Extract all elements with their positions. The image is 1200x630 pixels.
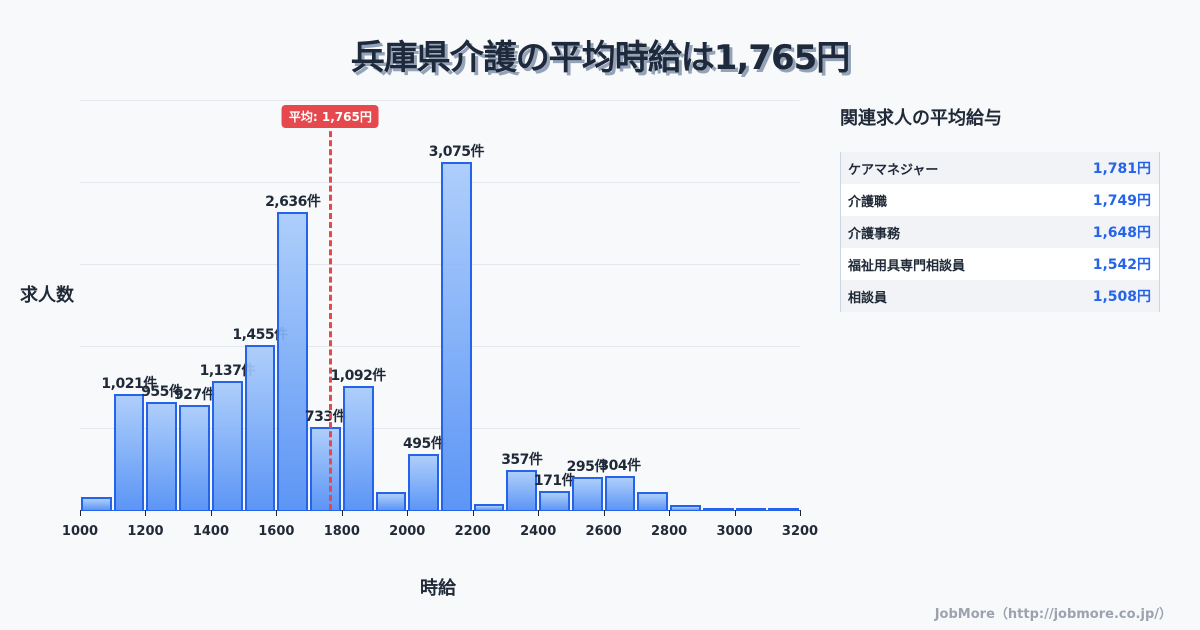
bar-value-label: 1,021件: [101, 376, 157, 393]
x-tick: [800, 510, 801, 516]
x-tick: [538, 510, 540, 516]
x-tick-label: 1400: [192, 524, 229, 539]
job-average-wage: 1,749円: [1092, 193, 1151, 209]
histogram-bar: [637, 491, 669, 510]
x-tick: [145, 510, 147, 516]
histogram-bar: [408, 453, 439, 510]
average-line: [329, 122, 333, 510]
gridline: [80, 100, 800, 101]
x-tick-label: 1800: [323, 524, 360, 539]
histogram-bar: [179, 405, 210, 510]
x-axis-label: 時給: [420, 578, 456, 599]
histogram-bar: [277, 211, 309, 510]
histogram-bar: [473, 503, 505, 510]
job-average-wage: 1,781円: [1092, 161, 1151, 177]
x-tick: [407, 510, 409, 516]
x-tick-label: 2800: [650, 524, 688, 539]
histogram-bar: [146, 401, 178, 510]
histogram-bar: [310, 427, 341, 510]
average-badge: 平均: 1,765円: [281, 105, 379, 128]
gridline: [80, 264, 800, 265]
histogram-bar: [735, 508, 767, 510]
histogram-bar: [768, 508, 799, 510]
histogram-bar: [670, 504, 701, 510]
histogram-bar: [702, 508, 734, 510]
x-tick: [80, 510, 81, 516]
y-axis-label: 求人数: [20, 285, 74, 306]
related-salary-row: 福祉用具専門相談員 1,542円: [841, 248, 1159, 280]
job-name: 相談員: [848, 290, 888, 306]
histogram-chart: 求人数 時給 1,021件 955件 927件 1,137件 1,455件 2,636件 7…: [20, 100, 818, 599]
job-average-wage: 1,648円: [1092, 225, 1151, 241]
bar-value-label: 295件: [566, 458, 609, 475]
histogram-bar: [211, 381, 243, 510]
gridline: [80, 346, 800, 347]
related-salary-title: 関連求人の平均給与: [840, 108, 1002, 129]
bar-value-label: 1,137件: [199, 363, 256, 380]
histogram-bar: [375, 491, 407, 510]
histogram-bar: [539, 490, 570, 510]
related-salary-row: 相談員 1,508円: [841, 280, 1159, 312]
histogram-bar: [441, 162, 472, 510]
job-name: 介護職: [848, 194, 888, 210]
bar-value-label: 357件: [501, 451, 543, 468]
x-tick: [669, 510, 671, 516]
x-tick-label: 2400: [520, 524, 557, 539]
x-tick-label: 2600: [585, 524, 622, 539]
x-tick: [472, 510, 474, 516]
x-tick: [276, 510, 278, 516]
related-salary-row: ケアマネジャー 1,781円: [841, 152, 1159, 184]
x-tick: [734, 510, 736, 516]
job-average-wage: 1,542円: [1092, 257, 1151, 273]
histogram-bar: [81, 497, 112, 510]
histogram-bar: [571, 476, 603, 510]
bar-value-label: 927件: [173, 387, 216, 404]
job-name: 介護事務: [848, 226, 901, 242]
related-salary-table: ケアマネジャー 1,781円 介護職 1,749円 介護事務 1,648円 福祉…: [840, 152, 1160, 312]
gridline: [80, 428, 800, 429]
x-tick-label: 2200: [454, 524, 491, 539]
bar-value-label: 495件: [403, 435, 445, 452]
histogram-bar: [244, 345, 276, 510]
x-tick: [210, 510, 212, 516]
bar-value-label: 1,455件: [232, 327, 288, 344]
histogram-bar: [342, 386, 374, 510]
source-credit: JobMore（http://jobmore.co.jp/）: [934, 607, 1172, 622]
bar-value-label: 1,092件: [330, 368, 387, 385]
job-name: ケアマネジャー: [848, 162, 939, 178]
x-tick-label: 1000: [61, 524, 99, 539]
x-axis-line: [80, 510, 800, 511]
x-tick: [341, 510, 343, 516]
bar-value-label: 2,636件: [265, 193, 321, 210]
plot-area: 1,021件 955件 927件 1,137件 1,455件 2,636件 733件 1,09…: [62, 100, 818, 539]
x-tick-label: 1600: [258, 524, 295, 539]
related-salary-row: 介護職 1,749円: [841, 184, 1159, 216]
histogram-bar: [113, 394, 145, 510]
x-tick-label: 1200: [127, 524, 164, 539]
related-salary-panel: 関連求人の平均給与 ケアマネジャー 1,781円 介護職 1,749円 介護事務…: [840, 100, 1160, 312]
gridline: [80, 182, 800, 183]
job-name: 福祉用具専門相談員: [848, 258, 966, 274]
x-tick-label: 2000: [389, 524, 426, 539]
bar-value-label: 3,075件: [428, 144, 485, 160]
x-tick-label: 3200: [781, 524, 819, 539]
bar-value-label: 955件: [141, 383, 183, 400]
bar-value-label: 304件: [599, 457, 641, 474]
x-tick: [603, 510, 605, 516]
histogram-bar: [604, 475, 636, 510]
bar-value-label: 733件: [304, 409, 347, 426]
bar-value-label: 171件: [533, 472, 576, 489]
job-average-wage: 1,508円: [1092, 289, 1151, 305]
x-tick-label: 3000: [716, 524, 753, 539]
related-salary-row: 介護事務 1,648円: [841, 216, 1159, 248]
histogram-bar: [506, 469, 538, 510]
page-title: 兵庫県介護の平均時給は1,765円: [350, 38, 851, 78]
